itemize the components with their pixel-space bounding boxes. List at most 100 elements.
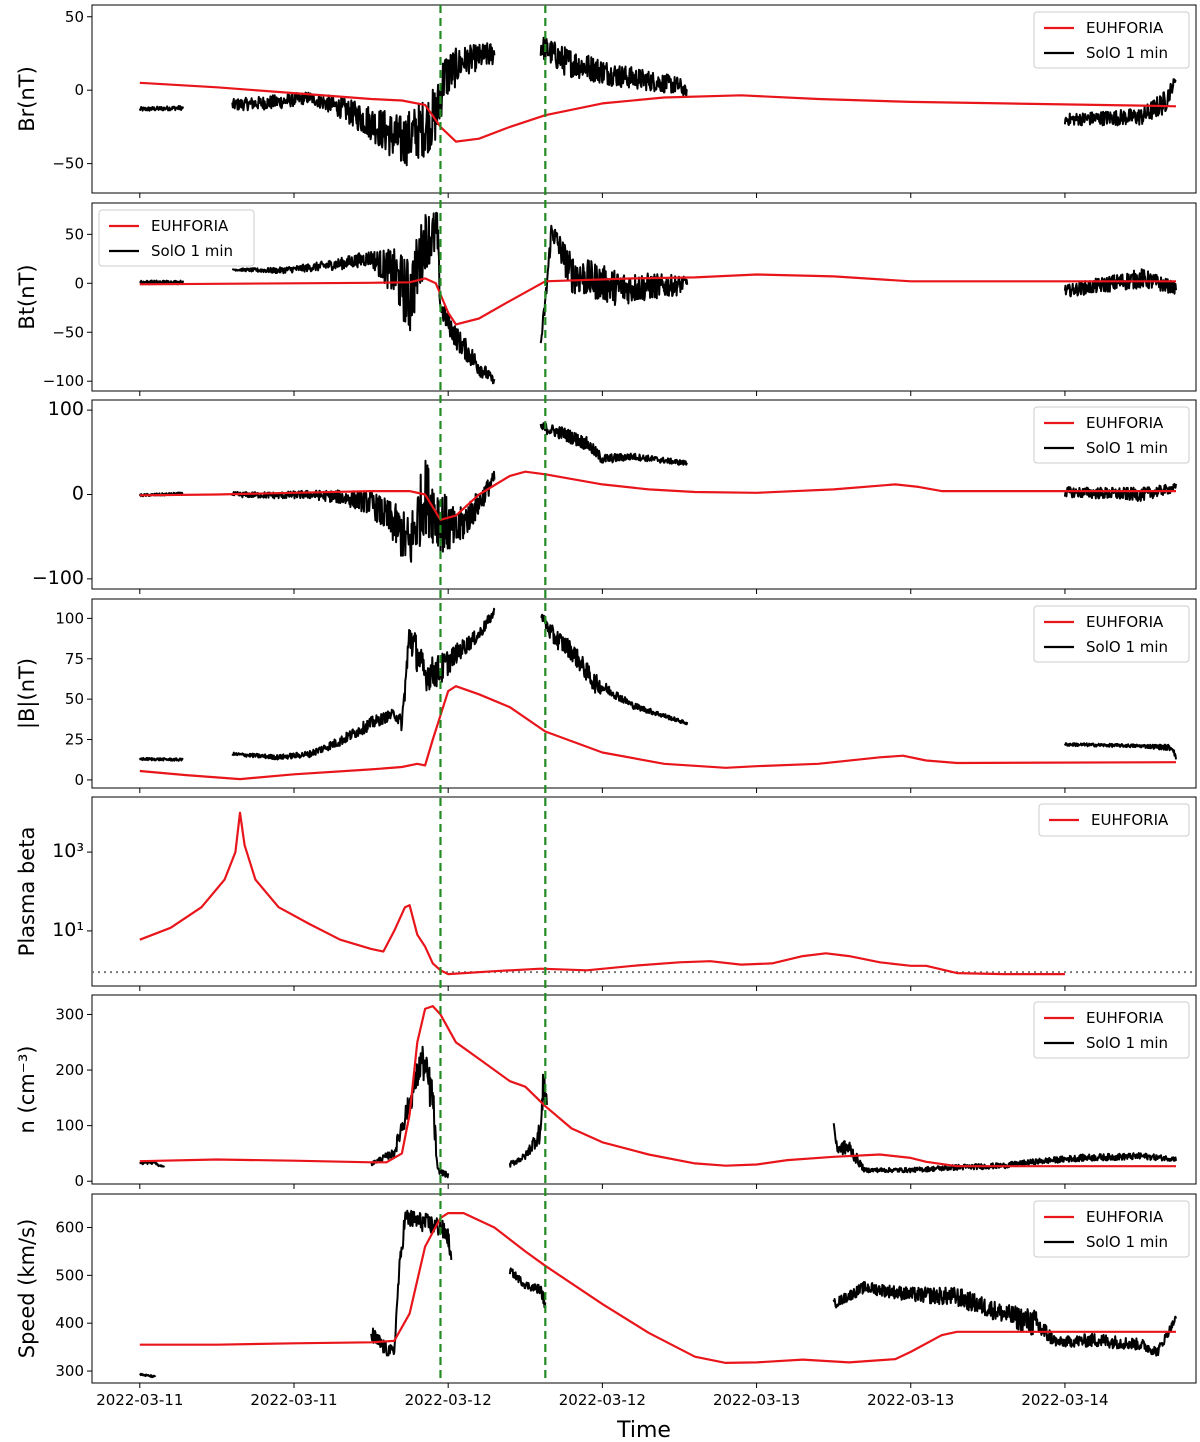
chart-panels: −50 0 50 Br(nT) EUHFORIA SolO 1 min −100 −50 0 50… [15, 4, 1197, 1388]
solo-series-line [539, 224, 689, 344]
y-axis-label: Plasma beta [15, 827, 39, 957]
solo-series-line [231, 607, 496, 761]
y-tick-label: 75 [65, 650, 84, 668]
legend: EUHFORIA [1038, 803, 1190, 837]
plot-frame [91, 994, 1197, 1185]
plot-frame [91, 4, 1197, 194]
euhforia-series-line [139, 811, 1065, 976]
y-tick-label: 10¹ [52, 919, 84, 941]
x-tick-label: 2022-03-13 [867, 1391, 954, 1409]
y-tick-label: 300 [55, 1005, 84, 1023]
legend: EUHFORIA SolO 1 min [1033, 605, 1190, 663]
y-tick-label: 600 [55, 1218, 84, 1236]
legend-label: SolO 1 min [151, 242, 233, 260]
y-tick-label: 0 [74, 771, 84, 789]
panel-2: −100 −50 0 50 Bt(nT) EUHFORIA SolO 1 min [15, 202, 1197, 396]
legend-label: EUHFORIA [1086, 1208, 1164, 1226]
solo-series-line [832, 1123, 1177, 1174]
solo-series-line [138, 105, 184, 112]
solo-series-line [231, 42, 496, 167]
legend-box [1038, 803, 1190, 837]
y-tick-label: 200 [55, 1061, 84, 1079]
legend-label: EUHFORIA [1086, 19, 1164, 37]
solo-series-line [1063, 742, 1177, 760]
solo-series-line [231, 459, 496, 563]
solo-series-line [540, 613, 689, 726]
panel-5: 10¹ 10³ Plasma beta EUHFORIA [15, 796, 1197, 991]
y-tick-label: 50 [65, 8, 84, 26]
legend-label: SolO 1 min [1086, 44, 1168, 62]
solo-series-line [508, 1267, 547, 1309]
y-tick-label: 500 [55, 1266, 84, 1284]
legend: EUHFORIA SolO 1 min [1033, 1200, 1190, 1258]
legend-label: SolO 1 min [1086, 638, 1168, 656]
x-tick-label: 2022-03-12 [405, 1391, 492, 1409]
y-tick-label: 0 [74, 274, 84, 292]
euhforia-series-line [139, 685, 1177, 781]
y-axis-label: |B|(nT) [15, 658, 40, 729]
solo-series-line [1063, 78, 1177, 127]
legend-label: SolO 1 min [1086, 439, 1168, 457]
solo-series-line [508, 1073, 548, 1168]
solo-series-line [539, 422, 688, 466]
solo-series-line [370, 1209, 453, 1357]
panel-3: −100 0 100 EUHFORIA SolO 1 min [32, 398, 1197, 594]
x-tick-label: 2022-03-11 [250, 1391, 337, 1409]
legend-label: EUHFORIA [1086, 414, 1164, 432]
y-tick-label: 100 [48, 398, 84, 420]
legend-label: EUHFORIA [1086, 613, 1164, 631]
y-tick-label: −50 [52, 323, 84, 341]
panel-4: 0 25 50 75 100 |B|(nT) EUHFORIA SolO 1 min [15, 598, 1197, 793]
legend-label: SolO 1 min [1086, 1233, 1168, 1251]
y-tick-label: −50 [52, 155, 84, 173]
euhforia-series-line [139, 470, 1176, 521]
y-axis-label: Bt(nT) [15, 264, 39, 329]
legend-label: SolO 1 min [1086, 1034, 1168, 1052]
x-tick-label: 2022-03-14 [1021, 1391, 1108, 1409]
solo-series-line [139, 1372, 157, 1379]
euhforia-series-line [139, 273, 1176, 326]
y-tick-label: 50 [65, 690, 84, 708]
event-vertical-lines [439, 5, 547, 1383]
y-tick-label: 0 [74, 81, 84, 99]
y-axis-label: Br(nT) [15, 66, 39, 132]
y-tick-label: 50 [65, 225, 84, 243]
plot-frame [91, 202, 1197, 392]
x-tick-label: 2022-03-11 [96, 1391, 183, 1409]
solo-series-line [231, 211, 496, 385]
legend-label: EUHFORIA [1091, 811, 1169, 829]
x-tick-label: 2022-03-13 [713, 1391, 800, 1409]
legend: EUHFORIA SolO 1 min [98, 209, 255, 267]
solo-series-line [370, 1045, 450, 1179]
y-axis-label: n (cm⁻³) [15, 1046, 39, 1134]
solo-series-line [138, 756, 184, 762]
legend: EUHFORIA SolO 1 min [1033, 406, 1190, 464]
y-tick-label: 300 [55, 1362, 84, 1380]
solo-series-line [1063, 268, 1177, 298]
y-tick-label: 25 [65, 731, 84, 749]
plot-frame [91, 598, 1197, 789]
panel-7: 300 400 500 600 Speed (km/s) EUHFORIA SolO 1 m… [15, 1193, 1197, 1388]
x-tick-label: 2022-03-12 [559, 1391, 646, 1409]
legend: EUHFORIA SolO 1 min [1033, 1001, 1190, 1059]
y-tick-label: 100 [55, 609, 84, 627]
panel-1: −50 0 50 Br(nT) EUHFORIA SolO 1 min [15, 4, 1197, 198]
plot-frame [91, 1193, 1197, 1384]
legend: EUHFORIA SolO 1 min [1033, 11, 1190, 69]
x-axis-label: Time [616, 1418, 671, 1442]
plot-frame [91, 796, 1197, 987]
x-axis: 2022-03-11 2022-03-11 2022-03-12 2022-03-12… [96, 1391, 1108, 1409]
y-tick-label: 400 [55, 1314, 84, 1332]
y-tick-label: 100 [55, 1117, 84, 1135]
euhforia-series-line [139, 1005, 1176, 1168]
legend-label: EUHFORIA [151, 217, 229, 235]
solo-series-line [1063, 483, 1177, 502]
solo-series-line [832, 1280, 1177, 1357]
y-tick-label: 0 [72, 483, 84, 505]
y-tick-label: −100 [43, 372, 84, 390]
legend-label: EUHFORIA [1086, 1009, 1164, 1027]
y-axis-label: Speed (km/s) [15, 1219, 39, 1359]
y-tick-label: 0 [74, 1172, 84, 1190]
panel-6: 0 100 200 300 n (cm⁻³) EUHFORIA SolO 1 min [15, 994, 1197, 1190]
